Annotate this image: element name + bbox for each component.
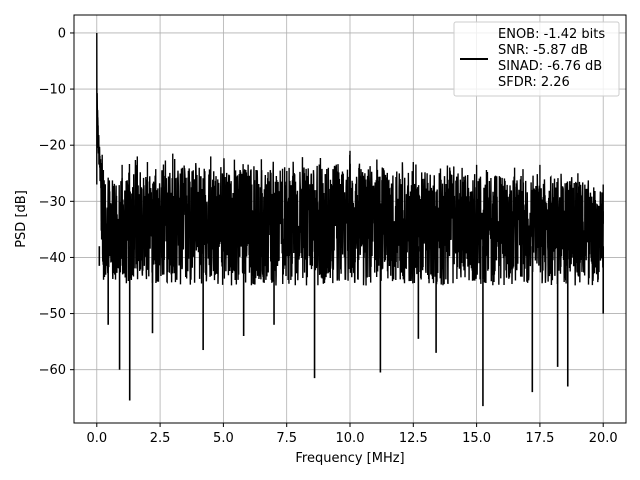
legend-entry-sinad: SINAD: -6.76 dB bbox=[498, 59, 602, 74]
psd-series bbox=[96, 32, 605, 407]
y-tick-label: −50 bbox=[39, 307, 66, 322]
x-tick-label: 12.5 bbox=[399, 431, 428, 446]
legend-entry-snr: SNR: -5.87 dB bbox=[498, 43, 588, 58]
psd-trace bbox=[96, 32, 604, 286]
y-axis-ticks: 0 −10 −20 −30 −40 −50 −60 bbox=[39, 26, 74, 378]
y-tick-label: −20 bbox=[39, 139, 66, 154]
legend-box bbox=[453, 21, 620, 97]
x-axis-ticks: 0.0 2.5 5.0 7.5 10.0 12.5 15.0 17.5 20.0 bbox=[86, 423, 618, 446]
y-tick-label: 0 bbox=[58, 26, 66, 41]
legend-entry-sfdr: SFDR: 2.26 bbox=[498, 75, 570, 90]
x-tick-label: 17.5 bbox=[525, 431, 554, 446]
x-tick-label: 7.5 bbox=[276, 431, 297, 446]
y-axis-label: PSD [dB] bbox=[14, 190, 29, 248]
legend: ENOB: -1.42 bits SNR: -5.87 dB SINAD: -6… bbox=[453, 21, 620, 97]
y-tick-label: −60 bbox=[39, 363, 66, 378]
x-tick-label: 10.0 bbox=[336, 431, 365, 446]
x-tick-label: 20.0 bbox=[589, 431, 618, 446]
x-axis-label: Frequency [MHz] bbox=[295, 451, 404, 466]
y-tick-label: −10 bbox=[39, 83, 66, 98]
y-tick-label: −40 bbox=[39, 251, 66, 266]
legend-entry-enob: ENOB: -1.42 bits bbox=[498, 27, 605, 42]
x-tick-label: 5.0 bbox=[213, 431, 234, 446]
x-tick-label: 15.0 bbox=[462, 431, 491, 446]
x-tick-label: 0.0 bbox=[86, 431, 107, 446]
x-tick-label: 2.5 bbox=[150, 431, 171, 446]
y-tick-label: −30 bbox=[39, 195, 66, 210]
